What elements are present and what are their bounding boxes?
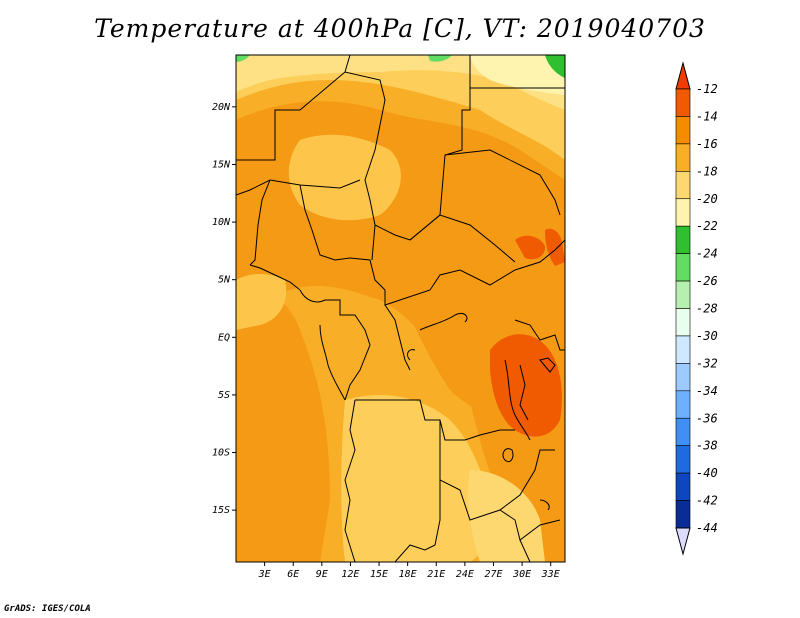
- colorbar-label: -28: [696, 302, 718, 316]
- colorbar-swatch: [675, 417, 691, 446]
- colorbar-swatch: [675, 253, 691, 282]
- lon-tick-label: 12E: [341, 569, 359, 580]
- lon-tick-label: 18E: [399, 569, 417, 580]
- colorbar-label: -20: [696, 192, 718, 206]
- lat-tick-label: 5S: [218, 390, 230, 401]
- lat-tick-label: 15N: [212, 159, 231, 170]
- map-frame: [235, 54, 566, 563]
- lat-tick-label: 20N: [212, 102, 231, 113]
- lon-tick-label: 3E: [258, 569, 271, 580]
- colorbar-label: -44: [696, 521, 718, 535]
- colorbar-swatch: [675, 280, 691, 309]
- colorbar-swatch: [675, 225, 691, 254]
- colorbar-bottom-arrow: [675, 527, 691, 556]
- colorbar-swatch: [675, 472, 691, 501]
- longitude-axis: 3E 6E 9E 12E 15E 18E 21E 24E 27E 30E 33E: [258, 562, 560, 580]
- colorbar-label: -24: [696, 247, 718, 261]
- colorbar-swatch: [675, 143, 691, 172]
- colorbar-swatch: [675, 445, 691, 474]
- lat-tick-label: EQ: [218, 332, 230, 343]
- colorbar-label: -30: [696, 329, 718, 343]
- colorbar-label: -18: [696, 164, 718, 178]
- lon-tick-label: 21E: [427, 569, 445, 580]
- lon-tick-label: 15E: [370, 569, 388, 580]
- lat-tick-label: 10N: [212, 217, 231, 228]
- latitude-axis: 20N 15N 10N 5N EQ 5S 10S 15S: [212, 102, 236, 516]
- lon-tick-label: 9E: [316, 569, 328, 580]
- grads-credit: GrADS: IGES/COLA: [4, 604, 91, 614]
- lat-tick-label: 15S: [212, 505, 230, 516]
- colorbar-swatch: [675, 198, 691, 227]
- lat-tick-label: 5N: [218, 275, 231, 286]
- colorbar-swatch: [675, 308, 691, 337]
- colorbar-swatch: [675, 171, 691, 200]
- colorbar-swatch: [675, 335, 691, 364]
- temperature-field: [236, 55, 565, 562]
- colorbar-swatch: [675, 116, 691, 145]
- lon-tick-label: 6E: [287, 569, 299, 580]
- colorbar-swatch: [675, 390, 691, 419]
- colorbar-label: -22: [696, 219, 718, 233]
- lat-tick-label: 10S: [212, 448, 230, 459]
- map-title: Temperature at 400hPa [C], VT: 201904070…: [94, 14, 706, 43]
- colorbar-label: -36: [696, 411, 718, 425]
- colorbar-label: -14: [696, 109, 718, 123]
- colorbar-swatch: [675, 363, 691, 392]
- colorbar-label: -34: [696, 384, 718, 398]
- colorbar-label: -16: [696, 137, 718, 151]
- lon-tick-label: 33E: [541, 569, 560, 580]
- colorbar-label: -38: [696, 439, 718, 453]
- colorbar-swatch: [675, 88, 691, 117]
- colorbar-label: -42: [696, 494, 718, 508]
- colorbar-top-arrow: [675, 61, 691, 90]
- colorbar-label: -12: [696, 82, 718, 96]
- colorbar-label: -26: [696, 274, 718, 288]
- colorbar-label: -32: [696, 356, 718, 370]
- country-borders: [236, 55, 565, 562]
- colorbar-swatch: [675, 500, 691, 529]
- colorbar-label: -40: [696, 466, 718, 480]
- lon-tick-label: 27E: [484, 569, 502, 580]
- lon-tick-label: 24E: [456, 569, 474, 580]
- colorbar: -12 -14 -16 -18 -20 -22 -24 -26 -28 -30 -32 -34 -36 -…: [675, 61, 718, 556]
- lon-tick-label: 30E: [512, 569, 531, 580]
